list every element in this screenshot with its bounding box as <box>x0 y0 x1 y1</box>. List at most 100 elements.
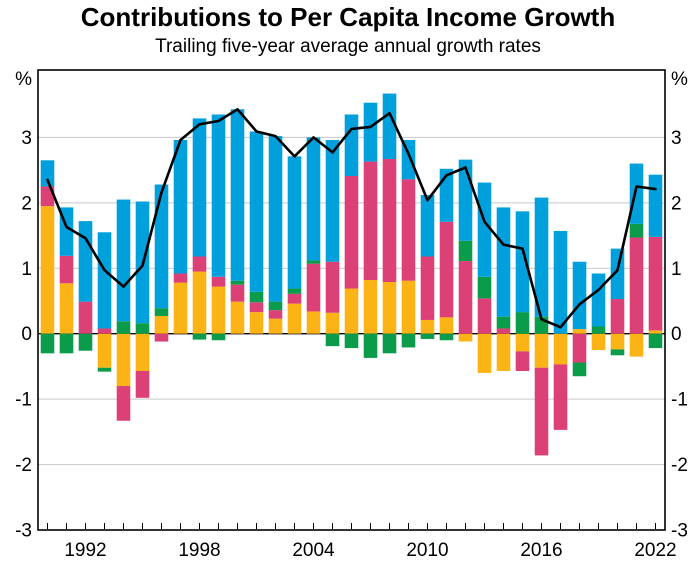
bar-segment-2016-orange-component <box>534 333 549 368</box>
bar-segment-2010-orange-component <box>420 319 435 334</box>
bar-segment-2011-green-component <box>439 333 454 341</box>
bar-segment-2015-blue-component <box>515 211 530 313</box>
y-axis-label-left: 2 <box>21 193 32 214</box>
bar-segment-1990-orange-component <box>40 206 55 334</box>
bar-segment-1992-pink-component <box>78 301 93 334</box>
bar-segment-2001-pink-component <box>249 302 264 313</box>
bar-segment-1992-green-component <box>78 333 93 351</box>
bar-segment-1996-green-component <box>154 308 169 317</box>
y-axis-label-left: 1 <box>21 259 32 280</box>
bar-segment-1994-green-component <box>116 321 131 334</box>
bar-segment-2017-blue-component <box>553 230 568 334</box>
bar-segment-2006-orange-component <box>344 288 359 334</box>
bar-segment-2021-blue-component <box>629 163 644 224</box>
bar-segment-2007-orange-component <box>363 280 378 334</box>
bar-segment-2009-orange-component <box>401 280 416 334</box>
bar-segment-1992-blue-component <box>78 221 93 302</box>
bar-segment-2009-green-component <box>401 333 416 348</box>
bar-segment-2000-pink-component <box>230 284 245 302</box>
bar-segment-1998-orange-component <box>192 271 207 334</box>
bar-segment-2000-green-component <box>230 280 245 285</box>
bar-segment-2015-pink-component <box>515 351 530 371</box>
y-axis-label-right: 3 <box>671 128 682 149</box>
bar-segment-1997-blue-component <box>173 140 188 274</box>
bar-segment-2020-pink-component <box>610 299 625 334</box>
bar-segment-2010-pink-component <box>420 256 435 320</box>
bar-segment-1998-green-component <box>192 333 207 340</box>
bar-segment-2011-pink-component <box>439 221 454 318</box>
bar-segment-2006-green-component <box>344 333 359 349</box>
x-axis-label-1998: 1998 <box>178 540 220 561</box>
y-axis-label-left: -2 <box>15 455 32 476</box>
bar-segment-2018-orange-component <box>572 329 587 334</box>
bar-segment-2005-green-component <box>325 333 340 347</box>
bar-segment-2002-orange-component <box>268 318 283 334</box>
bar-segment-2019-blue-component <box>591 273 606 327</box>
bar-segment-2019-orange-component <box>591 333 606 351</box>
bar-segment-2009-pink-component <box>401 179 416 281</box>
bar-segment-2003-blue-component <box>287 156 302 289</box>
y-axis-label-right: 2 <box>671 193 682 214</box>
bar-segment-2014-green-component <box>496 316 511 329</box>
y-axis-label-right: -1 <box>671 390 688 411</box>
bar-segment-2020-green-component <box>610 349 625 356</box>
bar-segment-2010-green-component <box>420 333 435 339</box>
bar-segment-1995-orange-component <box>135 333 150 371</box>
bar-segment-2013-green-component <box>477 276 492 299</box>
bar-segment-2013-orange-component <box>477 333 492 373</box>
total-growth-line <box>46 108 657 329</box>
bar-segment-2016-pink-component <box>534 367 549 456</box>
bar-segment-2012-green-component <box>458 240 473 262</box>
bar-segment-1993-green-component <box>97 367 112 372</box>
bar-segment-1994-pink-component <box>116 386 131 421</box>
bar-segment-2021-pink-component <box>629 237 644 334</box>
bar-segment-1994-orange-component <box>116 333 131 387</box>
bar-segment-1993-blue-component <box>97 232 112 329</box>
bar-segment-2007-green-component <box>363 333 378 358</box>
bar-segment-2022-green-component <box>648 333 663 349</box>
y-axis-label-right: 0 <box>671 324 682 345</box>
bar-segment-2002-green-component <box>268 301 283 311</box>
bar-segment-2014-blue-component <box>496 207 511 317</box>
bar-segment-2021-green-component <box>629 223 644 238</box>
bar-segment-2011-blue-component <box>439 168 454 222</box>
bar-segment-2000-orange-component <box>230 301 245 334</box>
y-axis-label-right: -3 <box>671 521 688 542</box>
y-axis-label-left: -3 <box>15 521 32 542</box>
bar-segment-1993-pink-component <box>97 328 112 334</box>
bar-segment-2022-pink-component <box>648 236 663 331</box>
bar-segment-2012-pink-component <box>458 261 473 334</box>
bar-segment-2009-blue-component <box>401 140 416 180</box>
bar-segment-2018-blue-component <box>572 261 587 330</box>
bar-segment-2005-pink-component <box>325 261 340 313</box>
y-axis-label-left: 0 <box>21 324 32 345</box>
bar-segment-2008-green-component <box>382 333 397 354</box>
y-axis-unit-left: % <box>15 69 32 90</box>
bar-segment-2014-orange-component <box>496 333 511 371</box>
x-axis-label-2016: 2016 <box>520 540 562 561</box>
bar-segment-1996-pink-component <box>154 333 169 342</box>
bar-segment-2015-orange-component <box>515 333 530 352</box>
chart-title: Contributions to Per Capita Income Growt… <box>80 2 616 32</box>
bar-segment-2004-green-component <box>306 260 321 264</box>
bar-segment-1991-pink-component <box>59 255 74 284</box>
bar-segment-2013-blue-component <box>477 182 492 277</box>
x-axis-label-2022: 2022 <box>634 540 676 561</box>
bar-segment-2015-green-component <box>515 312 530 334</box>
bar-segment-2008-pink-component <box>382 158 397 283</box>
bar-segment-1996-orange-component <box>154 316 169 334</box>
bar-segment-2018-green-component <box>572 362 587 377</box>
plot-frame <box>37 69 666 531</box>
bar-segment-2022-blue-component <box>648 174 663 237</box>
bar-segment-2001-green-component <box>249 291 264 303</box>
bar-segment-2007-pink-component <box>363 161 378 281</box>
bar-segment-1999-pink-component <box>211 276 226 287</box>
bar-segment-2020-orange-component <box>610 333 625 350</box>
bar-segment-2004-pink-component <box>306 263 321 312</box>
bar-segment-2002-pink-component <box>268 310 283 319</box>
x-axis-label-2004: 2004 <box>292 540 335 561</box>
bar-segment-2002-blue-component <box>268 136 283 302</box>
bar-segment-2011-orange-component <box>439 317 454 334</box>
